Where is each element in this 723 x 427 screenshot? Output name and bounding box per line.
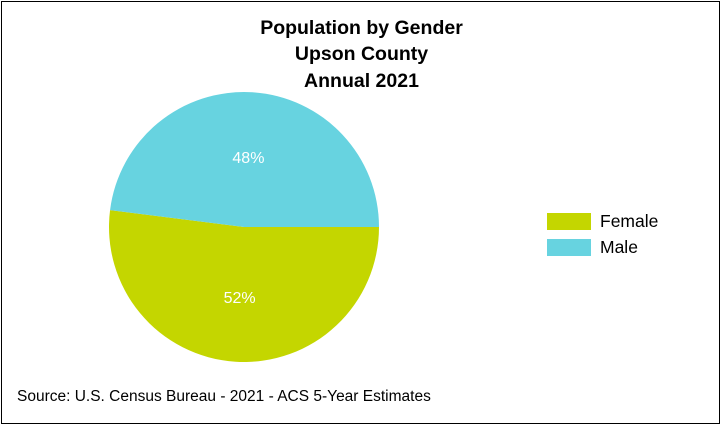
legend-label-male: Male — [600, 236, 638, 257]
legend-item-female: Female — [547, 208, 658, 234]
pie-slice-male — [110, 91, 379, 228]
pie-label-male: 48% — [232, 150, 264, 167]
chart-title-line-2: Upson County — [294, 43, 429, 65]
legend-item-male: Male — [547, 234, 658, 260]
pie-label-female: 52% — [224, 290, 256, 307]
legend-swatch-female — [547, 212, 591, 230]
legend-label-female: Female — [600, 210, 659, 231]
chart-legend: Female Male — [547, 208, 658, 260]
pie-slice-female — [109, 210, 379, 362]
chart-title-line-1: Population by Gender — [260, 17, 463, 39]
legend-swatch-male — [547, 238, 591, 256]
source-note: Source: U.S. Census Bureau - 2021 - ACS … — [17, 388, 431, 405]
chart-title-line-3: Annual 2021 — [304, 70, 419, 92]
